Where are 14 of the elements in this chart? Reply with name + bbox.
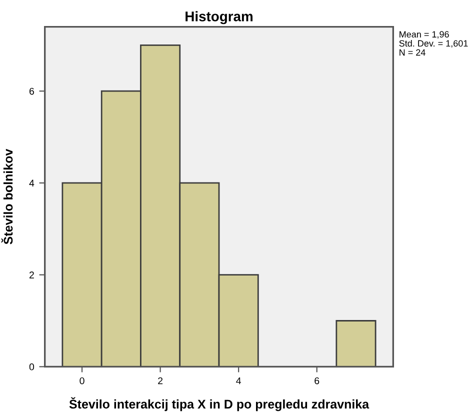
x-axis-title: Število interakcij tipa X in D po pregledu zdravnika	[69, 397, 370, 412]
y-tick-label: 4	[29, 180, 34, 186]
text: Std. Dev. = 1,601	[399, 40, 468, 48]
x-tick-label: 2	[158, 377, 163, 384]
text: N = 24	[400, 49, 426, 56]
y-axis-title: Število bolnikov	[1, 148, 13, 244]
y-tick-label: 0	[29, 363, 34, 370]
x-tick-label: 4	[236, 377, 241, 384]
chart-title: Histogram	[186, 11, 252, 24]
y-tick-label: 2	[30, 272, 34, 278]
x-tick-label: 0	[80, 377, 84, 384]
text: Mean = 1,96	[400, 31, 449, 39]
y-tick-label: 6	[30, 88, 34, 95]
x-tick-label: 6	[314, 377, 320, 384]
